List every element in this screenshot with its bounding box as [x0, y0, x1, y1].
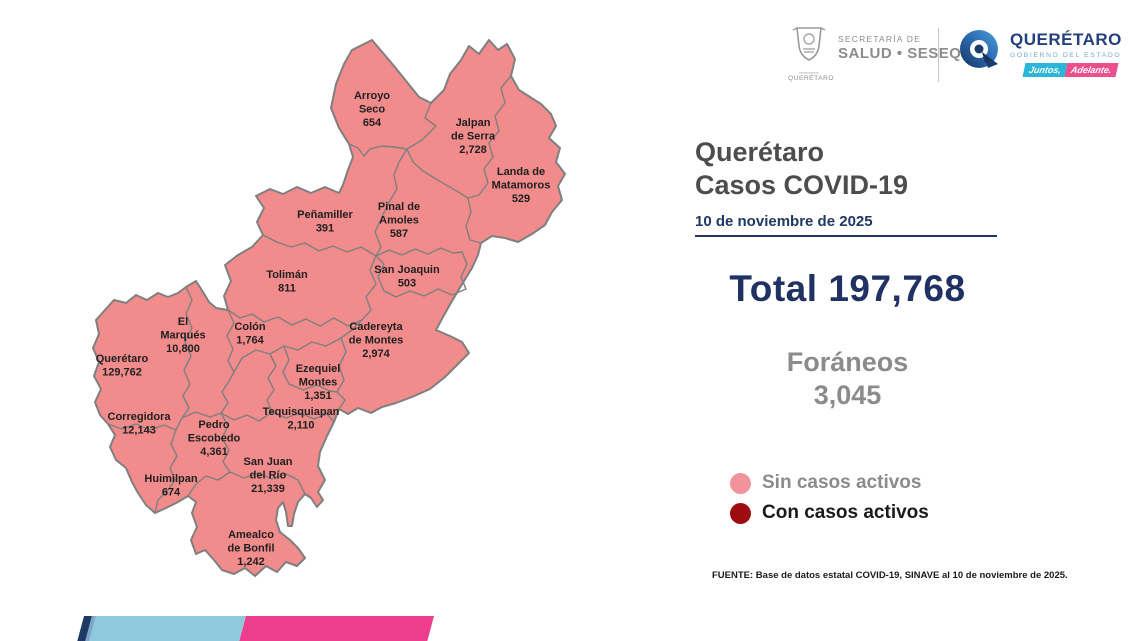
decorative-bottom-bar [75, 616, 435, 641]
seseq-wordmark: SECRETARÍA DE SALUD • SESEQ [838, 34, 961, 62]
map-label-ezequiel-montes: Ezequiel Montes 1,351 [296, 363, 341, 402]
title-line2: Casos COVID-19 [695, 170, 909, 200]
source-note: FUENTE: Base de datos estatal COVID-19, … [712, 570, 1068, 581]
legend-label: Sin casos activos [762, 472, 922, 493]
report-date: 10 de noviembre de 2025 [695, 213, 873, 230]
page-title: Querétaro Casos COVID-19 [695, 136, 908, 202]
badge-adelante: Adelante. [1064, 63, 1119, 77]
slogan-badges: Juntos, Adelante. [1022, 63, 1124, 77]
gobierno-name: QUERÉTARO [1010, 30, 1122, 49]
logo-divider [938, 28, 939, 82]
crest-name: QUERÉTARO [788, 75, 835, 82]
queretaro-state-map: Arroyo Seco 654 Jalpan de Serra 2,728 Landa de… [92, 39, 566, 577]
foraneos-label: Foráneos [786, 347, 909, 377]
map-label-landa-de-matamoros: Landa de Matamoros 529 [492, 166, 551, 205]
legend-row-sin-casos: Sin casos activos [730, 468, 929, 498]
header-logos: ▪▪▪▪▪▪▪▪▪▪▪▪ QUERÉTARO SECRETARÍA DE SAL… [780, 20, 1130, 90]
municipality-labels: Arroyo Seco 654 Jalpan de Serra 2,728 Landa de… [96, 90, 551, 568]
q-logo-icon [960, 30, 998, 68]
seseq-line1: SECRETARÍA DE [838, 34, 921, 44]
title-line1: Querétaro [695, 137, 825, 167]
map-label-corregidora: Corregidora 12,143 [108, 411, 172, 437]
map-label-san-juan-del-rio: San Juan del Río 21,339 [244, 456, 293, 495]
municipal-borders [107, 75, 512, 514]
crest-micro-text: ▪▪▪▪▪▪▪▪▪▪▪▪ [799, 70, 819, 75]
crest-icon [792, 27, 826, 61]
legend-dot-pink [730, 472, 751, 494]
gobierno-wordmark: QUERÉTARO GOBIERNO DEL ESTADO Juntos, Ad… [1010, 30, 1122, 77]
map-label-el-marques: El Marqués 10,800 [160, 316, 205, 355]
map-label-queretaro: Querétaro 129,762 [96, 353, 149, 379]
date-underline [695, 235, 997, 237]
bar-segment-3 [237, 616, 435, 641]
bar-segment-2 [87, 616, 247, 641]
seseq-crest: ▪▪▪▪▪▪▪▪▪▪▪▪ QUERÉTARO [788, 24, 835, 82]
legend-row-con-casos: Con casos activos [730, 498, 929, 528]
map-label-cadereyta-de-montes: Cadereyta de Montes 2,974 [349, 321, 404, 360]
map-label-jalpan-de-serra: Jalpan de Serra 2,728 [451, 117, 496, 156]
legend-label: Con casos activos [762, 502, 929, 523]
total-label: Total [729, 268, 818, 309]
foraneos-block: Foráneos 3,045 [695, 346, 1000, 412]
map-label-colon: Colón 1,764 [234, 321, 265, 347]
map-label-penamiller: Peñamiller 391 [297, 209, 353, 235]
foraneos-value: 3,045 [813, 380, 882, 410]
map-label-san-joaquin: San Joaquin 503 [374, 264, 440, 290]
map-label-tequisquiapan: Tequisquiapan 2,110 [263, 406, 340, 432]
map-label-arroyo-seco: Arroyo Seco 654 [354, 90, 390, 129]
map-label-amealco-de-bonfil: Amealco de Bonfil 1,242 [227, 529, 274, 568]
seseq-logo: ▪▪▪▪▪▪▪▪▪▪▪▪ QUERÉTARO SECRETARÍA DE SAL… [788, 24, 961, 82]
legend-dot-darkred [730, 502, 751, 524]
gobierno-logo: QUERÉTARO GOBIERNO DEL ESTADO Juntos, Ad… [958, 26, 1122, 77]
total-cases: Total 197,768 [695, 268, 1000, 310]
map-label-pinal-de-amoles: Pinal de Amoles 587 [378, 201, 420, 240]
badge-juntos: Juntos, [1022, 63, 1068, 77]
map-label-pedro-escobedo: Pedro Escobedo 4,361 [188, 419, 241, 458]
state-outline [92, 39, 566, 577]
map-label-toliman: Tolimán 811 [266, 269, 308, 295]
legend: Sin casos activos Con casos activos [730, 468, 929, 528]
gobierno-subtitle: GOBIERNO DEL ESTADO [1010, 52, 1122, 59]
map-label-huimilpan: Huimilpan 674 [144, 473, 197, 499]
seseq-line2: SALUD • SESEQ [838, 45, 962, 62]
total-value: 197,768 [828, 268, 966, 309]
